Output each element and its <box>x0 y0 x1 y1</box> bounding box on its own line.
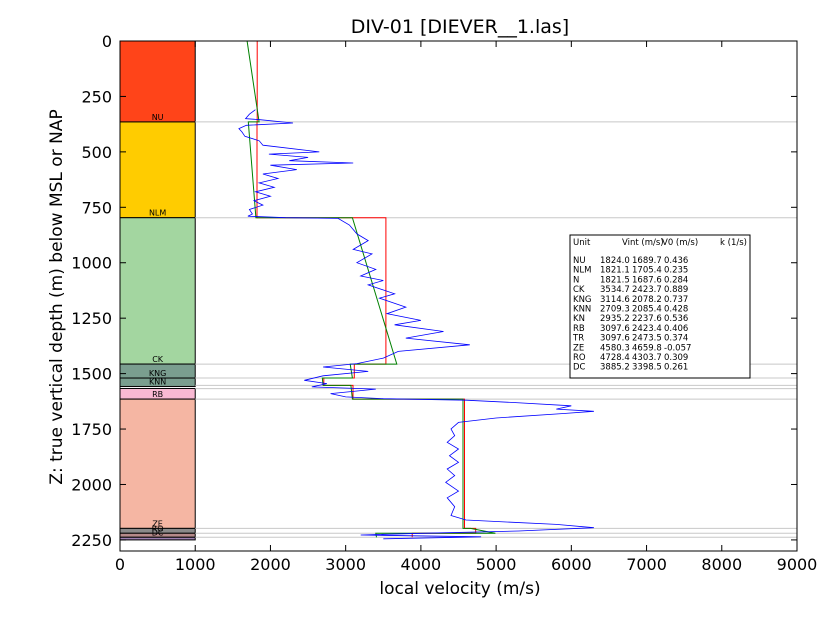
table-cell: 0.889 <box>664 285 688 295</box>
table-cell: 1689.7 <box>632 256 662 266</box>
unit-block-dc <box>119 536 196 541</box>
table-cell: ZE <box>573 343 584 353</box>
chart-title: DIV-01 [DIEVER__1.las] <box>351 16 569 38</box>
table-cell: 0.406 <box>664 324 688 334</box>
table-cell: 1687.6 <box>632 275 662 285</box>
table-cell: 4580.3 <box>600 343 630 353</box>
table-cell: 2078.2 <box>632 295 662 305</box>
table-cell: 3534.7 <box>600 285 630 295</box>
table-cell: -0.057 <box>664 343 691 353</box>
unit-label-kng: KNG <box>149 369 166 378</box>
y-tick-label: 2250 <box>71 531 112 550</box>
table-cell: 3398.5 <box>632 363 662 373</box>
table-cell: TR <box>572 334 584 344</box>
table-cell: 2085.4 <box>632 305 662 315</box>
y-tick-label: 0 <box>102 32 112 51</box>
table-cell: 1824.0 <box>600 256 630 266</box>
table-header: Vint (m/s) <box>622 238 664 248</box>
y-tick-label: 1500 <box>71 365 112 384</box>
table-cell: 1821.5 <box>600 275 630 285</box>
table-cell: DC <box>573 363 586 373</box>
table-cell: 0.284 <box>664 275 688 285</box>
table-header: Unit <box>573 238 591 248</box>
table-cell: 0.309 <box>664 353 688 363</box>
table-cell: KNN <box>573 305 591 315</box>
unit-label-ze: ZE <box>152 519 163 528</box>
x-tick-label: 5000 <box>476 555 517 574</box>
y-tick-label: 2000 <box>71 475 112 494</box>
series-line-2 <box>246 40 496 538</box>
table-cell: 2423.7 <box>632 285 662 295</box>
table-cell: 2237.6 <box>632 314 662 324</box>
table-cell: 0.536 <box>664 314 688 324</box>
x-tick-label: 1000 <box>175 555 216 574</box>
table-cell: 4659.8 <box>632 343 662 353</box>
y-tick-label: 1250 <box>71 309 112 328</box>
x-tick-label: 4000 <box>401 555 442 574</box>
x-tick-label: 7000 <box>626 555 667 574</box>
table-cell: 4728.4 <box>600 353 630 363</box>
velocity-table: Unit Vint (m/s)V0 (m/s) k (1/s) NU 1824.0 168… <box>569 234 751 379</box>
unit-block-nu <box>119 40 196 123</box>
table-cell: 3097.6 <box>600 324 630 334</box>
table-cell: 3114.6 <box>600 295 630 305</box>
x-tick-label: 8000 <box>701 555 742 574</box>
plot-frame <box>119 40 798 552</box>
table-cell: NLM <box>573 266 591 276</box>
x-tick-label: 9000 <box>777 555 818 574</box>
series-line-3 <box>238 109 594 540</box>
y-tick-label: 1000 <box>71 254 112 273</box>
unit-label-nlm: NLM <box>149 209 166 218</box>
table-header: k (1/s) <box>720 238 747 248</box>
series-line-1 <box>256 41 477 538</box>
unit-label-rb: RB <box>152 390 163 399</box>
table-cell: RB <box>573 324 585 334</box>
table-cell: CK <box>573 285 585 295</box>
unit-block-n <box>119 217 196 365</box>
x-axis-title: local velocity (m/s) <box>379 579 540 599</box>
x-tick-label: 0 <box>115 555 125 574</box>
table-cell: KNG <box>573 295 592 305</box>
x-tick-label: 3000 <box>325 555 366 574</box>
table-cell: RO <box>573 353 586 363</box>
table-cell: 3885.2 <box>600 363 630 373</box>
table-cell: 2473.5 <box>632 334 662 344</box>
table-cell: 2709.3 <box>600 305 630 315</box>
table-cell: N <box>573 275 579 285</box>
table-cell: 0.235 <box>664 266 688 276</box>
table-cell: 0.428 <box>664 305 688 315</box>
table-cell: 3097.6 <box>600 334 630 344</box>
table-cell: 0.436 <box>664 256 688 266</box>
table-box <box>569 234 751 379</box>
table-cell: 2423.4 <box>632 324 662 334</box>
unit-label-ck: CK <box>152 355 164 364</box>
unit-label-nu: NU <box>152 113 164 122</box>
table-cell: 2935.2 <box>600 314 630 324</box>
y-tick-label: 1750 <box>71 420 112 439</box>
table-cell: NU <box>573 256 586 266</box>
unit-label-knn: KNN <box>149 377 166 386</box>
table-cell: 4303.7 <box>632 353 662 363</box>
table-cell: 1705.4 <box>632 266 662 276</box>
x-tick-label: 6000 <box>551 555 592 574</box>
unit-block-tr <box>119 398 196 529</box>
x-tick-label: 2000 <box>250 555 291 574</box>
table-cell: 0.737 <box>664 295 688 305</box>
table-header: V0 (m/s) <box>662 238 698 248</box>
y-tick-label: 500 <box>81 143 112 162</box>
table-cell: 0.374 <box>664 334 688 344</box>
y-axis-title: Z: true vertical depth (m) below MSL or … <box>47 109 67 484</box>
y-tick-label: 750 <box>81 198 112 217</box>
unit-block-nlm <box>119 121 196 219</box>
y-tick-label: 250 <box>81 87 112 106</box>
table-cell: 1821.1 <box>600 266 630 276</box>
table-cell: KN <box>573 314 585 324</box>
unit-label-dc: DC <box>152 528 164 537</box>
table-cell: 0.261 <box>664 363 688 373</box>
unit-label-ro: RO <box>152 524 164 533</box>
